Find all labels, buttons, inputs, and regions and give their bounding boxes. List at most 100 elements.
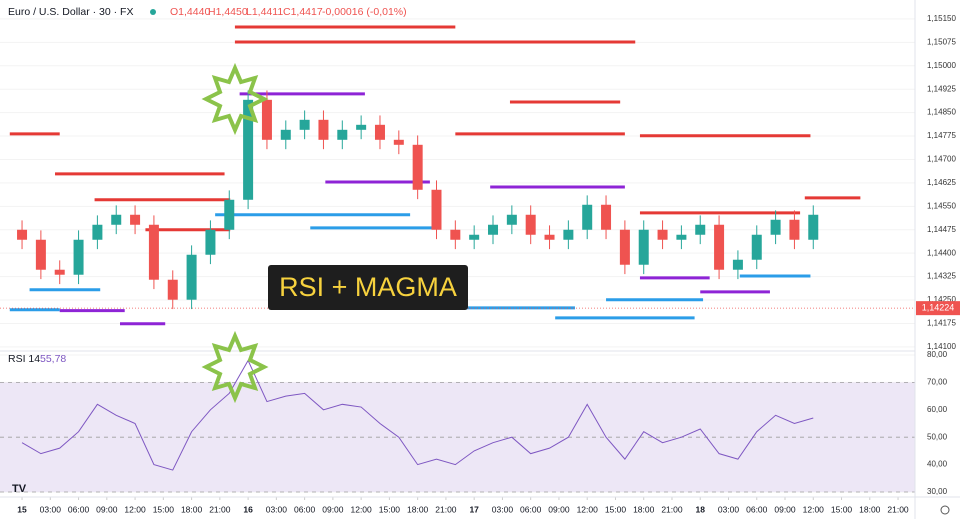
candle-body — [318, 119, 329, 140]
y-tick-label: 60,00 — [927, 405, 948, 414]
x-tick-label: 09:00 — [774, 504, 796, 514]
candle-body — [186, 254, 197, 300]
candle-body — [714, 224, 725, 270]
x-tick-label: 18:00 — [407, 504, 429, 514]
x-tick-label: 18:00 — [633, 504, 655, 514]
candle-body — [676, 234, 687, 240]
x-tick-label: 09:00 — [96, 504, 118, 514]
last-price-tag — [916, 301, 960, 316]
x-tick-label: 03:00 — [492, 504, 514, 514]
candle-body — [111, 214, 122, 225]
x-tick-label: 18:00 — [859, 504, 881, 514]
candle-body — [506, 214, 517, 225]
symbol-title: Euro / U.S. Dollar · 30 · FX — [8, 6, 133, 18]
last-price-label: 1,14224 — [922, 303, 955, 313]
ohlc-high: H1,4450 — [208, 6, 248, 18]
x-tick-label: 06:00 — [294, 504, 316, 514]
x-tick-label: 12:00 — [803, 504, 825, 514]
candle-body — [431, 189, 442, 230]
x-tick-label: 16 — [243, 504, 253, 514]
y-tick-label: 1,14550 — [927, 201, 956, 210]
candle-body — [148, 224, 159, 280]
y-tick-label: 1,14325 — [927, 272, 956, 281]
x-tick-label: 21:00 — [435, 504, 457, 514]
candle-body — [130, 214, 141, 225]
x-tick-label: 15:00 — [605, 504, 627, 514]
y-tick-label: 1,14175 — [927, 319, 956, 328]
ohlc-low: L1,4411 — [246, 6, 283, 18]
x-tick-label: 15:00 — [379, 504, 401, 514]
x-tick-label: 18 — [696, 504, 706, 514]
y-tick-label: 1,15150 — [927, 14, 956, 23]
x-tick-label: 06:00 — [68, 504, 90, 514]
rsi-title: RSI 14 — [8, 353, 40, 365]
x-tick-label: 06:00 — [520, 504, 542, 514]
y-tick-label: 40,00 — [927, 460, 948, 469]
y-tick-label: 1,14700 — [927, 155, 956, 164]
x-tick-label: 03:00 — [266, 504, 288, 514]
ohlc-close: C1,4417 — [283, 6, 323, 18]
candle-body — [770, 219, 781, 235]
y-tick-label: 1,14775 — [927, 131, 956, 140]
candle-body — [393, 139, 404, 145]
candle-body — [205, 229, 216, 255]
rsi-line — [21, 359, 814, 471]
x-tick-label: 17 — [469, 504, 479, 514]
annotation-background — [268, 265, 468, 310]
candle-body — [525, 214, 536, 235]
ohlc-open: O1,4440 — [170, 6, 210, 18]
y-tick-label: 1,14250 — [927, 295, 956, 304]
y-tick-label: 1,14400 — [927, 248, 956, 257]
candle-body — [356, 124, 367, 130]
y-tick-label: 1,14100 — [927, 342, 956, 351]
x-tick-label: 21:00 — [209, 504, 231, 514]
ohlc-change: -0,00016 (-0,01%) — [322, 6, 407, 18]
y-tick-label: 1,14625 — [927, 178, 956, 187]
settings-icon[interactable] — [940, 505, 950, 515]
y-tick-label: 70,00 — [927, 378, 948, 387]
y-tick-label: 1,15075 — [927, 37, 956, 46]
highlight-star — [201, 62, 269, 136]
market-status — [150, 9, 156, 15]
candle-body — [224, 199, 235, 230]
candle-body — [35, 239, 46, 270]
x-tick-label: 15 — [17, 504, 27, 514]
candle-body — [488, 224, 499, 235]
y-tick-label: 1,14925 — [927, 84, 956, 93]
y-tick-label: 1,15000 — [927, 61, 956, 70]
layers: 1,15150 1,15075 1,15000 1,14925 1,14850 1,147… — [0, 14, 960, 514]
candle-body — [337, 129, 348, 140]
x-tick-label: 09:00 — [322, 504, 344, 514]
candle-body — [544, 234, 555, 240]
x-tick-label: 15:00 — [831, 504, 853, 514]
annotation-text: RSI + MAGMA — [279, 272, 457, 302]
x-tick-label: 03:00 — [718, 504, 740, 514]
candle-body — [280, 129, 291, 140]
x-tick-label: 21:00 — [661, 504, 683, 514]
y-tick-label: 50,00 — [927, 432, 948, 441]
x-tick-label: 12:00 — [124, 504, 146, 514]
candle-body — [299, 119, 310, 130]
highlight-star — [201, 330, 269, 404]
candle-body — [751, 234, 762, 260]
x-tick-label: 09:00 — [548, 504, 570, 514]
x-tick-label: 15:00 — [153, 504, 175, 514]
tv-logo: TV — [12, 483, 27, 495]
candle-body — [73, 239, 84, 275]
x-tick-label: 21:00 — [887, 504, 909, 514]
candle-body — [732, 259, 743, 270]
candle-body — [92, 224, 103, 240]
y-tick-label: 1,14850 — [927, 108, 956, 117]
x-tick-label: 18:00 — [181, 504, 203, 514]
candle-body — [17, 229, 28, 240]
x-tick-label: 12:00 — [350, 504, 372, 514]
x-tick-label: 03:00 — [40, 504, 62, 514]
y-tick-label: 30,00 — [927, 487, 948, 496]
candle-body — [450, 229, 461, 240]
y-tick-label: 80,00 — [927, 350, 948, 359]
candle-body — [808, 214, 819, 240]
candle-body — [261, 99, 272, 140]
rsi-value: 55,78 — [40, 353, 66, 365]
x-tick-label: 06:00 — [746, 504, 768, 514]
